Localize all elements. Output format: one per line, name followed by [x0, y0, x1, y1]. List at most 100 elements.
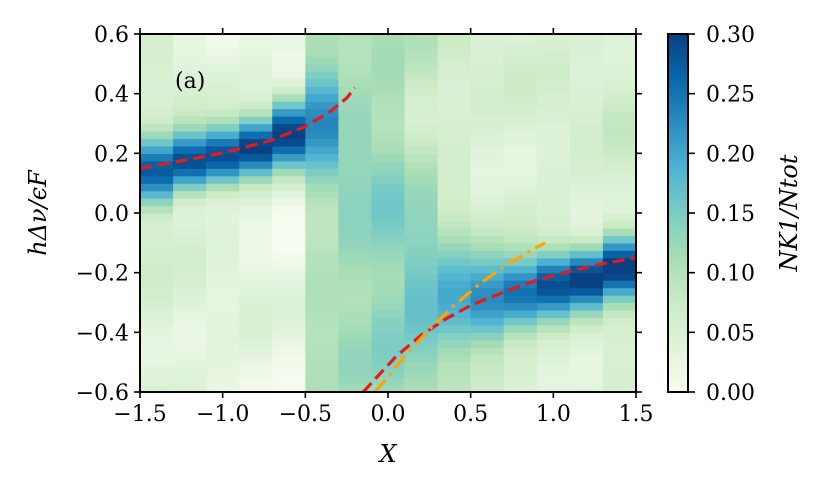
heatmap-cell	[437, 86, 472, 95]
heatmap-cell	[602, 183, 636, 192]
heatmap-cell	[272, 175, 306, 184]
heatmap-cell	[140, 280, 174, 289]
heatmap-cell	[470, 302, 505, 311]
heatmap-cell	[272, 116, 306, 125]
heatmap-cell	[569, 183, 604, 192]
heatmap-cell	[437, 153, 472, 162]
heatmap-cell	[470, 324, 505, 333]
heatmap-cell	[602, 123, 636, 132]
heatmap-cell	[569, 309, 604, 319]
heatmap-cell	[272, 287, 306, 296]
heatmap-cell	[569, 265, 604, 274]
heatmap-cell	[206, 160, 240, 169]
heatmap-cell	[239, 347, 273, 356]
heatmap-cell	[404, 220, 439, 229]
heatmap-cell	[404, 280, 439, 289]
heatmap-cell	[404, 138, 439, 147]
heatmap-cell	[470, 362, 505, 371]
heatmap-cell	[239, 287, 273, 296]
heatmap-cell	[569, 160, 604, 169]
heatmap-cell	[404, 369, 439, 378]
heatmap-cell	[272, 377, 306, 386]
heatmap-cell	[173, 93, 207, 102]
heatmap-cell	[305, 130, 339, 140]
heatmap-cell	[173, 138, 207, 147]
heatmap-cell	[503, 116, 538, 125]
heatmap-cell	[206, 213, 240, 222]
heatmap-cell	[404, 153, 439, 162]
heatmap-cell	[371, 265, 406, 274]
heatmap-cell	[173, 332, 207, 341]
heatmap-cell	[404, 63, 439, 72]
heatmap-cell	[404, 101, 439, 110]
heatmap-cell	[536, 198, 571, 207]
heatmap-cell	[404, 123, 439, 132]
heatmap-cell	[437, 101, 472, 110]
heatmap-cell	[536, 369, 571, 378]
heatmap-cell	[206, 86, 240, 95]
heatmap-cell	[503, 280, 538, 289]
heatmap-cell	[371, 220, 406, 229]
heatmap-cell	[437, 324, 472, 333]
heatmap-cell	[602, 324, 636, 333]
heatmap-cell	[173, 183, 207, 192]
heatmap-cell	[437, 295, 472, 304]
heatmap-cell	[206, 257, 240, 266]
heatmap-cell	[140, 257, 174, 266]
heatmap-cell	[602, 369, 636, 378]
heatmap-cell	[206, 101, 240, 110]
heatmap-cell	[239, 116, 273, 125]
heatmap-cell	[140, 63, 174, 72]
heatmap-cell	[338, 168, 373, 177]
heatmap-cell	[140, 56, 174, 65]
y-tick-label: −0.6	[76, 381, 129, 406]
heatmap-cell	[371, 377, 406, 386]
heatmap-cell	[173, 213, 207, 222]
heatmap-cell	[536, 309, 571, 319]
heatmap-cell	[206, 190, 240, 199]
heatmap-cell	[404, 93, 439, 102]
heatmap-cell	[470, 130, 505, 140]
heatmap-cell	[536, 71, 571, 80]
heatmap-cell	[173, 362, 207, 371]
heatmap-cell	[173, 116, 207, 125]
heatmap-cell	[239, 369, 273, 378]
heatmap-cell	[569, 130, 604, 140]
heatmap-cell	[239, 160, 273, 169]
heatmap-cell	[140, 175, 174, 184]
heatmap-cell	[602, 63, 636, 72]
heatmap-cell	[206, 220, 240, 229]
heatmap-cell	[173, 384, 207, 392]
heatmap-cell	[305, 302, 339, 311]
heatmap-cell	[173, 168, 207, 177]
heatmap-cell	[569, 41, 604, 50]
heatmap-cell	[470, 101, 505, 110]
heatmap-cell	[239, 227, 273, 236]
heatmap-cell	[371, 257, 406, 266]
heatmap-cell	[371, 56, 406, 65]
heatmap-cell	[470, 190, 505, 199]
heatmap-cell	[536, 108, 571, 117]
heatmap-cell	[272, 280, 306, 289]
heatmap-cell	[239, 213, 273, 222]
heatmap-cell	[371, 324, 406, 333]
heatmap-cell	[371, 183, 406, 192]
heatmap-cell	[503, 93, 538, 102]
heatmap-cell	[503, 56, 538, 65]
heatmap-cell	[602, 302, 636, 311]
heatmap-cell	[239, 108, 273, 117]
heatmap-cell	[602, 265, 636, 274]
heatmap-cell	[602, 272, 636, 281]
heatmap-cell	[239, 257, 273, 266]
heatmap-cell	[470, 332, 505, 341]
heatmap-cell	[173, 56, 207, 65]
heatmap-cell	[206, 317, 240, 326]
heatmap-cell	[536, 235, 571, 244]
heatmap-cell	[569, 317, 604, 326]
heatmap-cell	[140, 354, 174, 363]
heatmap-cell	[272, 93, 306, 102]
heatmap-cell	[470, 354, 505, 363]
heatmap-cell	[569, 377, 604, 386]
heatmap-cell	[173, 265, 207, 274]
heatmap-cell	[536, 339, 571, 348]
